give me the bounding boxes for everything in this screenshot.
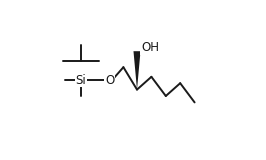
- Polygon shape: [134, 51, 140, 90]
- Text: Si: Si: [76, 73, 86, 87]
- Text: O: O: [105, 73, 114, 87]
- Text: OH: OH: [141, 41, 159, 55]
